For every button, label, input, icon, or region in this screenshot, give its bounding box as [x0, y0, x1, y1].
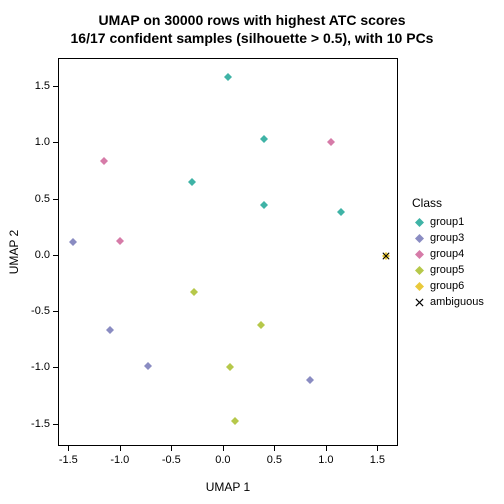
- legend-item: group3: [412, 230, 484, 246]
- y-tick: [53, 255, 58, 256]
- scatter-point: [231, 412, 239, 430]
- legend-marker-icon: [412, 298, 426, 307]
- scatter-point: [69, 233, 77, 251]
- y-tick: [53, 86, 58, 87]
- scatter-point: [306, 371, 314, 389]
- x-tick: [326, 446, 327, 451]
- legend-marker-icon: [412, 266, 426, 275]
- scatter-point: [327, 133, 335, 151]
- x-tick-label: -1.0: [110, 454, 129, 466]
- x-tick-label: 1.5: [370, 454, 385, 466]
- x-tick: [68, 446, 69, 451]
- y-tick: [53, 311, 58, 312]
- scatter-point: [106, 321, 114, 339]
- scatter-point: [260, 130, 268, 148]
- x-tick: [274, 446, 275, 451]
- y-tick: [53, 424, 58, 425]
- scatter-point: [224, 68, 232, 86]
- scatter-point: [144, 357, 152, 375]
- scatter-point: [100, 152, 108, 170]
- y-tick: [53, 142, 58, 143]
- x-tick: [120, 446, 121, 451]
- scatter-point: [337, 203, 345, 221]
- legend-item: group1: [412, 214, 484, 230]
- y-tick-label: -1.5: [28, 418, 50, 430]
- legend-marker-icon: [412, 218, 426, 227]
- legend-title: Class: [412, 196, 484, 210]
- legend-item: ambiguous: [412, 294, 484, 310]
- scatter-point: [257, 316, 265, 334]
- legend-marker-icon: [412, 250, 426, 259]
- legend-label: group5: [430, 264, 464, 276]
- legend-item: group5: [412, 262, 484, 278]
- x-tick-label: -0.5: [162, 454, 181, 466]
- chart-container: UMAP on 30000 rows with highest ATC scor…: [0, 0, 504, 504]
- scatter-point: [382, 247, 390, 255]
- legend-item: group4: [412, 246, 484, 262]
- chart-title-line2: 16/17 confident samples (silhouette > 0.…: [0, 30, 504, 46]
- x-tick-label: 0.0: [215, 454, 230, 466]
- y-tick-label: -1.0: [28, 361, 50, 373]
- chart-title-line1: UMAP on 30000 rows with highest ATC scor…: [0, 12, 504, 28]
- plot-area: [58, 58, 398, 446]
- scatter-point: [260, 196, 268, 214]
- y-tick-label: -0.5: [28, 305, 50, 317]
- y-tick-label: 0.0: [28, 249, 50, 261]
- y-tick-label: 1.5: [28, 80, 50, 92]
- legend-marker-icon: [412, 282, 426, 291]
- legend-label: group1: [430, 216, 464, 228]
- y-tick-label: 1.0: [28, 136, 50, 148]
- legend-label: group6: [430, 280, 464, 292]
- scatter-point: [226, 358, 234, 376]
- y-axis-label: UMAP 2: [7, 230, 21, 274]
- x-tick-label: -1.5: [59, 454, 78, 466]
- scatter-point: [116, 232, 124, 250]
- x-tick: [223, 446, 224, 451]
- y-tick: [53, 199, 58, 200]
- x-axis-label: UMAP 1: [206, 480, 250, 494]
- y-tick-label: 0.5: [28, 193, 50, 205]
- legend-label: group3: [430, 232, 464, 244]
- legend-label: group4: [430, 248, 464, 260]
- x-tick-label: 0.5: [267, 454, 282, 466]
- y-tick: [53, 367, 58, 368]
- legend-marker-icon: [412, 234, 426, 243]
- legend-label: ambiguous: [430, 296, 484, 308]
- x-tick: [377, 446, 378, 451]
- legend: Class group1 group3 group4 group5 group6 ambi…: [412, 196, 484, 310]
- scatter-point: [188, 173, 196, 191]
- x-tick: [171, 446, 172, 451]
- x-tick-label: 1.0: [318, 454, 333, 466]
- legend-item: group6: [412, 278, 484, 294]
- scatter-point: [190, 283, 198, 301]
